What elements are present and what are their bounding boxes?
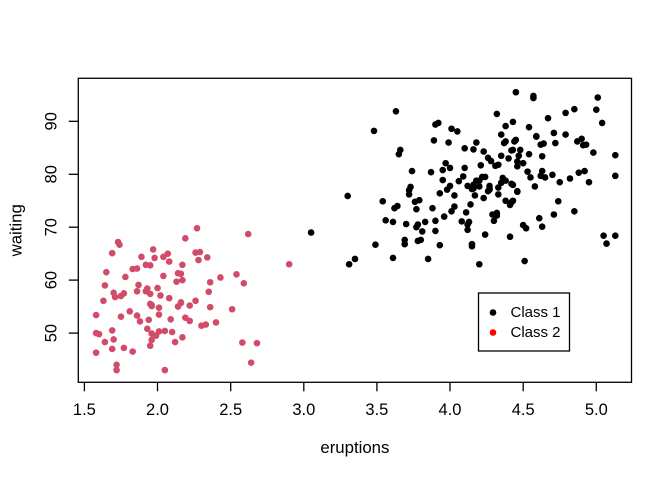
svg-text:70: 70 — [42, 218, 60, 236]
svg-text:3.5: 3.5 — [365, 401, 388, 419]
svg-text:2.0: 2.0 — [146, 401, 169, 419]
svg-text:3.0: 3.0 — [292, 401, 315, 419]
svg-text:Class 1: Class 1 — [511, 304, 561, 321]
svg-text:1.5: 1.5 — [73, 401, 96, 419]
svg-text:Class 2: Class 2 — [511, 324, 561, 341]
svg-text:2.5: 2.5 — [219, 401, 242, 419]
svg-text:waiting: waiting — [7, 204, 26, 257]
svg-text:80: 80 — [42, 165, 60, 183]
svg-text:eruptions: eruptions — [320, 438, 389, 457]
svg-text:5.0: 5.0 — [585, 401, 608, 419]
svg-text:4.5: 4.5 — [512, 401, 535, 419]
svg-text:4.0: 4.0 — [439, 401, 462, 419]
svg-text:60: 60 — [42, 271, 60, 289]
svg-text:90: 90 — [42, 112, 60, 130]
svg-text:50: 50 — [42, 324, 60, 342]
